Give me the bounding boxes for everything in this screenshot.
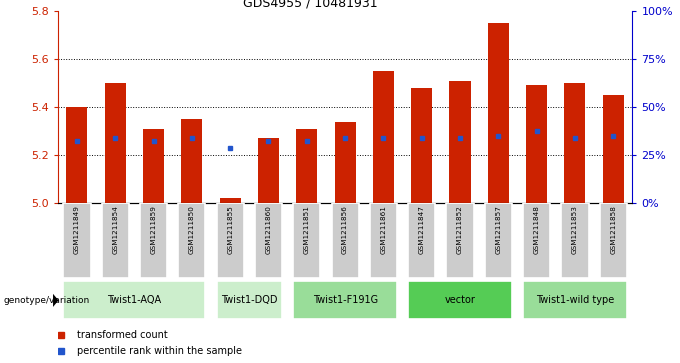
Text: GSM1211861: GSM1211861: [380, 205, 386, 254]
Bar: [408, 203, 435, 278]
Title: GDS4955 / 10481931: GDS4955 / 10481931: [243, 0, 378, 10]
Bar: [220, 199, 241, 203]
Bar: [488, 23, 509, 203]
Bar: [370, 203, 397, 278]
Bar: [182, 119, 203, 203]
Bar: [373, 71, 394, 203]
Text: GSM1211850: GSM1211850: [189, 205, 195, 254]
Bar: [105, 83, 126, 203]
Text: GSM1211855: GSM1211855: [227, 205, 233, 254]
Text: GSM1211849: GSM1211849: [74, 205, 80, 254]
Text: GSM1211858: GSM1211858: [610, 205, 616, 254]
Bar: [143, 129, 164, 203]
Bar: [447, 203, 473, 278]
Text: GSM1211847: GSM1211847: [419, 205, 425, 254]
Bar: [140, 203, 167, 278]
Text: GSM1211860: GSM1211860: [265, 205, 271, 254]
Bar: [293, 203, 320, 278]
Text: GSM1211848: GSM1211848: [534, 205, 540, 254]
Bar: [523, 203, 550, 278]
Bar: [67, 107, 88, 203]
Text: GSM1211854: GSM1211854: [112, 205, 118, 254]
Bar: [332, 203, 358, 278]
Text: Twist1-DQD: Twist1-DQD: [221, 295, 277, 305]
Bar: [217, 281, 282, 319]
Bar: [562, 203, 588, 278]
Bar: [63, 203, 90, 278]
Bar: [602, 95, 624, 203]
Bar: [449, 81, 471, 203]
Text: GSM1211856: GSM1211856: [342, 205, 348, 254]
Text: Twist1-wild type: Twist1-wild type: [536, 295, 614, 305]
Bar: [255, 203, 282, 278]
Bar: [178, 203, 205, 278]
Text: transformed count: transformed count: [77, 330, 167, 340]
Bar: [485, 203, 512, 278]
Bar: [523, 281, 627, 319]
Bar: [411, 88, 432, 203]
Bar: [600, 203, 627, 278]
Text: GSM1211859: GSM1211859: [150, 205, 156, 254]
Text: Twist1-F191G: Twist1-F191G: [313, 295, 377, 305]
Bar: [102, 203, 129, 278]
Bar: [293, 281, 397, 319]
Text: genotype/variation: genotype/variation: [3, 296, 90, 305]
Polygon shape: [53, 294, 58, 307]
Text: Twist1-AQA: Twist1-AQA: [107, 295, 161, 305]
Text: vector: vector: [445, 295, 475, 305]
Bar: [217, 203, 243, 278]
Bar: [258, 138, 279, 203]
Bar: [296, 129, 318, 203]
Bar: [63, 281, 205, 319]
Text: GSM1211853: GSM1211853: [572, 205, 578, 254]
Text: GSM1211851: GSM1211851: [304, 205, 310, 254]
Text: GSM1211857: GSM1211857: [495, 205, 501, 254]
Bar: [408, 281, 512, 319]
Text: percentile rank within the sample: percentile rank within the sample: [77, 346, 242, 356]
Bar: [564, 83, 585, 203]
Bar: [335, 122, 356, 203]
Bar: [526, 85, 547, 203]
Text: GSM1211852: GSM1211852: [457, 205, 463, 254]
